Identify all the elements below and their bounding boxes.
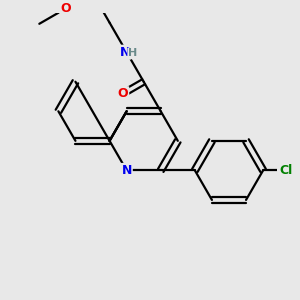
Text: N: N (120, 46, 130, 59)
Text: N: N (122, 164, 132, 177)
Text: Cl: Cl (279, 164, 292, 177)
Text: H: H (128, 48, 137, 58)
Text: O: O (61, 2, 71, 15)
Text: O: O (118, 87, 128, 100)
